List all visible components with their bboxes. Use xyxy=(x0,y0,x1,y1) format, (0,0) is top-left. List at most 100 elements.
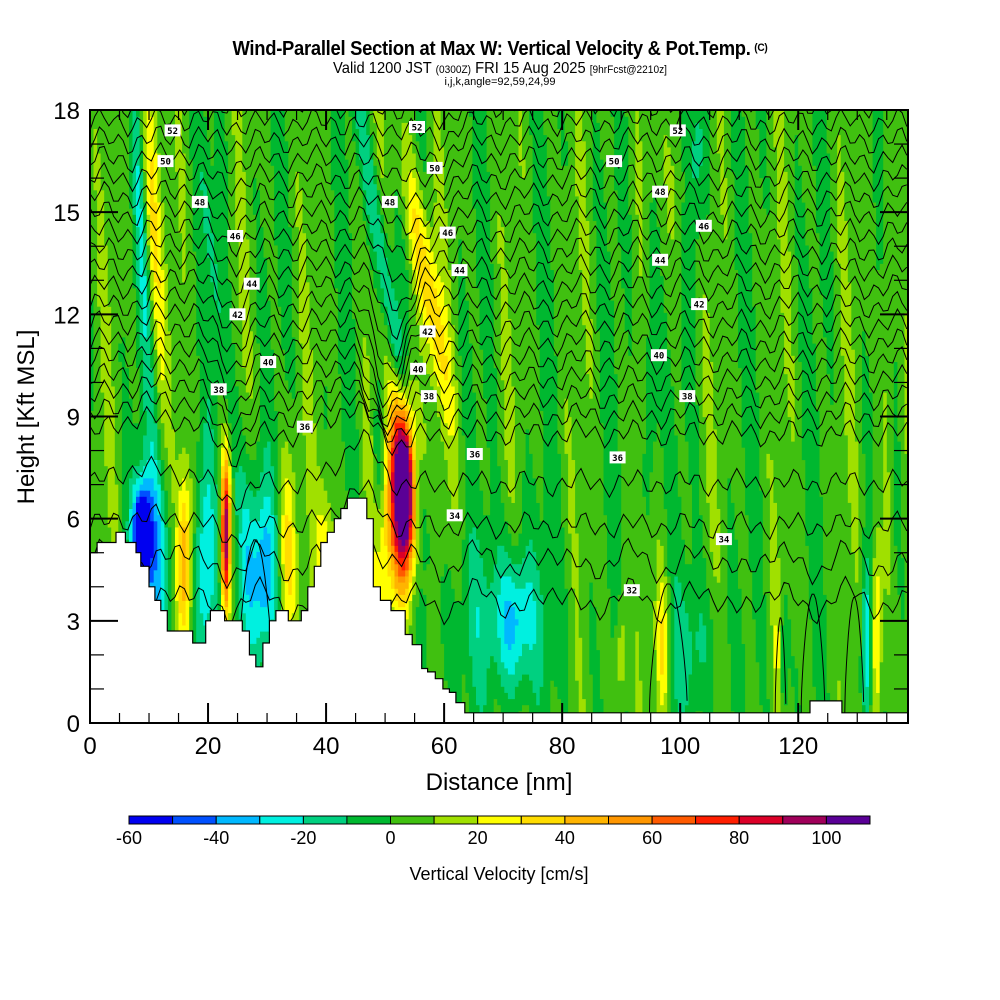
velocity-cell xyxy=(486,588,491,669)
velocity-cell xyxy=(270,514,275,620)
contour-label: 44 xyxy=(652,253,669,266)
velocity-cell xyxy=(529,680,534,723)
velocity-cell xyxy=(150,159,155,240)
velocity-cell xyxy=(132,514,137,559)
velocity-cell xyxy=(879,661,884,723)
velocity-cell xyxy=(684,563,689,614)
velocity-cell xyxy=(252,459,257,497)
velocity-cell xyxy=(862,330,867,454)
velocity-cell xyxy=(221,569,226,583)
velocity-cell xyxy=(175,459,180,528)
velocity-cell xyxy=(564,588,569,723)
velocity-cell xyxy=(249,551,254,608)
velocity-cell xyxy=(408,238,413,264)
velocity-cell xyxy=(564,140,569,166)
closed-contour xyxy=(844,596,865,713)
velocity-cell xyxy=(210,508,215,595)
velocity-cell xyxy=(260,471,265,510)
colorbar-tick-label: -40 xyxy=(203,828,229,848)
velocity-cell xyxy=(394,533,399,546)
velocity-cell xyxy=(306,110,311,283)
velocity-cell xyxy=(242,434,247,473)
velocity-cell xyxy=(525,545,530,583)
velocity-cell xyxy=(777,667,782,723)
velocity-cell xyxy=(444,422,449,460)
velocity-cell xyxy=(575,680,580,723)
velocity-cell xyxy=(422,306,427,332)
velocity-cell xyxy=(762,110,767,209)
velocity-cell xyxy=(97,110,102,154)
velocity-cell xyxy=(408,551,413,559)
velocity-cell xyxy=(419,159,424,191)
velocity-cell xyxy=(352,110,357,142)
velocity-cell xyxy=(362,189,367,221)
velocity-cell xyxy=(741,110,746,117)
velocity-cell xyxy=(592,606,597,723)
velocity-cell xyxy=(217,385,222,583)
velocity-cell xyxy=(302,110,307,234)
velocity-cell xyxy=(755,661,760,723)
velocity-cell xyxy=(525,643,530,675)
velocity-cell xyxy=(514,661,519,687)
velocity-cell xyxy=(366,134,371,215)
velocity-cell xyxy=(504,667,509,693)
velocity-cell xyxy=(440,110,445,148)
velocity-cell xyxy=(667,232,672,350)
velocity-cell xyxy=(295,226,300,534)
velocity-cell xyxy=(437,110,442,277)
velocity-cell xyxy=(274,410,279,516)
velocity-cell xyxy=(111,110,116,387)
velocity-cell xyxy=(507,698,512,723)
velocity-cell xyxy=(422,244,427,307)
velocity-cell xyxy=(433,189,438,203)
velocity-cell xyxy=(394,453,399,522)
velocity-cell xyxy=(819,293,824,497)
chart-title: Wind-Parallel Section at Max W: Vertical… xyxy=(40,38,960,61)
velocity-cell xyxy=(670,110,675,166)
velocity-cell xyxy=(500,661,505,687)
velocity-cell xyxy=(401,569,406,577)
velocity-cell xyxy=(755,110,760,129)
contour-label-box xyxy=(715,533,732,546)
velocity-cell xyxy=(192,533,197,723)
velocity-cell xyxy=(383,306,388,326)
velocity-cell xyxy=(373,110,378,123)
contour-label-box xyxy=(466,448,483,460)
velocity-cell xyxy=(380,232,385,289)
velocity-cell xyxy=(213,110,218,264)
velocity-cell xyxy=(507,575,512,601)
velocity-cell xyxy=(153,110,158,154)
velocity-cell xyxy=(865,355,870,559)
velocity-cell xyxy=(182,526,187,601)
velocity-cell xyxy=(288,483,293,522)
velocity-cell xyxy=(369,134,374,160)
velocity-cell xyxy=(160,422,165,460)
velocity-cell xyxy=(383,545,388,601)
velocity-cell xyxy=(224,434,229,448)
velocity-cell xyxy=(437,275,442,307)
velocity-cell xyxy=(568,416,573,534)
velocity-cell xyxy=(143,490,148,497)
velocity-cell xyxy=(401,557,406,571)
velocity-cell xyxy=(153,422,158,460)
velocity-cell xyxy=(624,116,629,332)
velocity-cell xyxy=(383,428,388,485)
velocity-cell xyxy=(706,110,711,215)
velocity-cell xyxy=(249,606,254,644)
contour-label-box xyxy=(157,155,174,168)
x-axis-title: Distance [nm] xyxy=(426,769,573,796)
velocity-cell xyxy=(461,539,466,675)
contour-label-text: 46 xyxy=(442,229,453,239)
velocity-cell xyxy=(398,563,403,577)
velocity-cell xyxy=(571,459,576,589)
velocity-cell xyxy=(543,110,548,136)
velocity-cell xyxy=(242,471,247,510)
velocity-cell xyxy=(270,165,275,350)
velocity-cell xyxy=(688,483,693,565)
contour-label-text: 44 xyxy=(454,267,465,277)
colorbar-segment xyxy=(390,815,435,825)
velocity-cell xyxy=(897,110,902,442)
velocity-cell xyxy=(536,110,541,326)
velocity-cell xyxy=(171,428,176,503)
velocity-cell xyxy=(684,612,689,706)
